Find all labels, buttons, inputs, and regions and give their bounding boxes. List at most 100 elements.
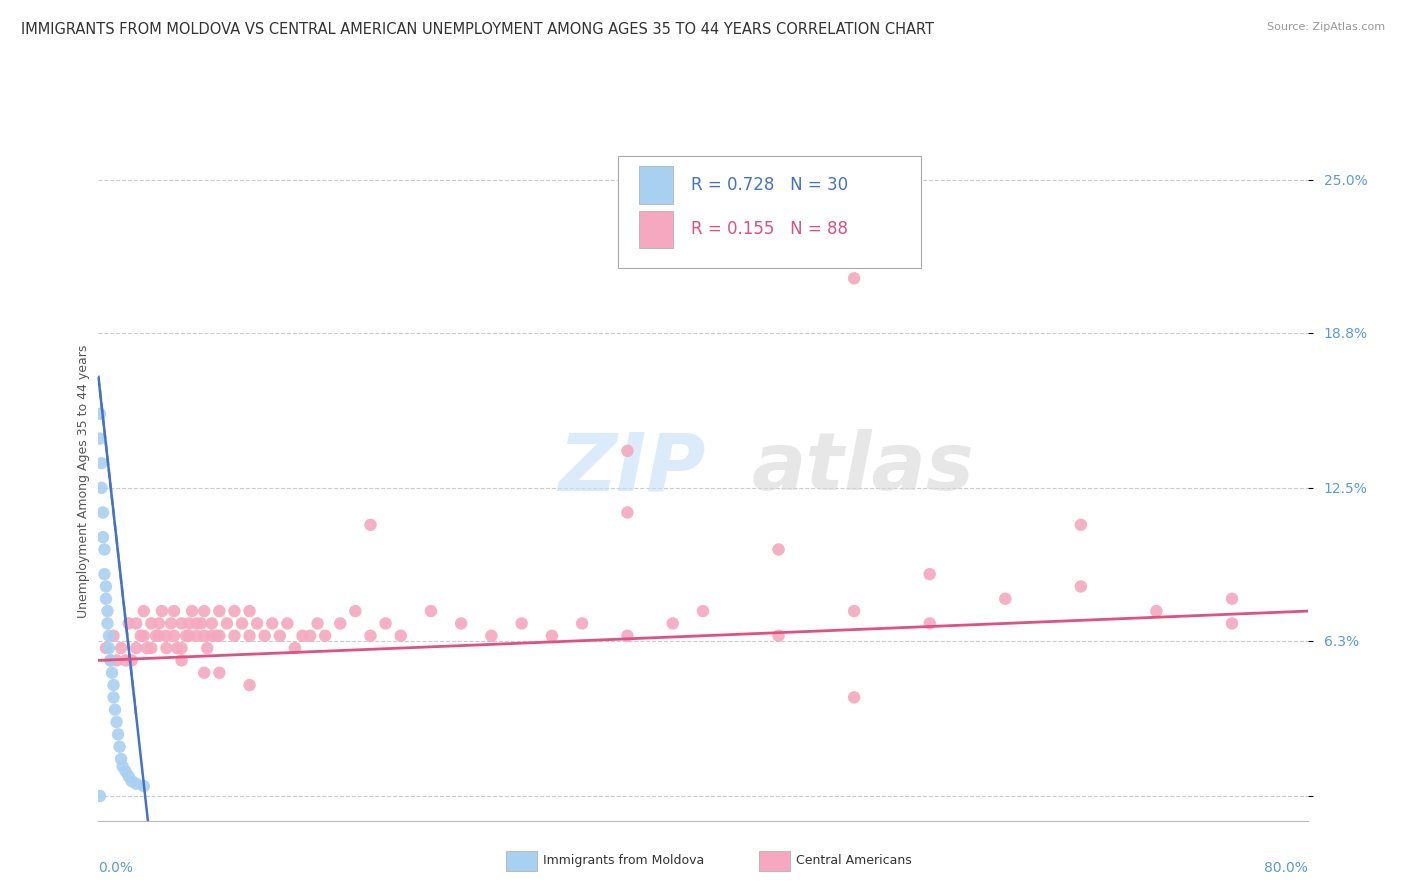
Point	[107, 727, 129, 741]
Point	[181, 604, 204, 618]
Bar	[638, 211, 673, 248]
Point	[193, 629, 215, 643]
Text: Source: ZipAtlas.com: Source: ZipAtlas.com	[1267, 22, 1385, 32]
Point	[118, 769, 141, 783]
Point	[419, 604, 441, 618]
Point	[105, 653, 128, 667]
Point	[121, 653, 143, 667]
Y-axis label: Unemployment Among Ages 35 to 44 years: Unemployment Among Ages 35 to 44 years	[77, 345, 90, 618]
Point	[262, 616, 284, 631]
Point	[844, 690, 866, 705]
Point	[100, 653, 122, 667]
Point	[224, 629, 246, 643]
Point	[118, 616, 141, 631]
Point	[193, 604, 215, 618]
Point	[1070, 579, 1092, 593]
Point	[844, 604, 866, 618]
Point	[1144, 604, 1167, 618]
Point	[104, 703, 127, 717]
Point	[125, 616, 148, 631]
Point	[510, 616, 533, 631]
Point	[105, 714, 128, 729]
Point	[344, 604, 367, 618]
Point	[98, 641, 121, 656]
Point	[103, 690, 125, 705]
Point	[94, 591, 117, 606]
Point	[110, 752, 132, 766]
Point	[101, 665, 124, 680]
Point	[148, 629, 170, 643]
Point	[174, 629, 197, 643]
Point	[108, 739, 131, 754]
Point	[208, 629, 231, 643]
Point	[768, 629, 790, 643]
Point	[141, 616, 163, 631]
Point	[205, 629, 228, 643]
Point	[186, 629, 208, 643]
Text: R = 0.728   N = 30: R = 0.728 N = 30	[690, 176, 848, 194]
Point	[145, 629, 167, 643]
Point	[110, 641, 132, 656]
Point	[125, 777, 148, 791]
Point	[844, 271, 866, 285]
Point	[155, 629, 177, 643]
Point	[291, 629, 314, 643]
Point	[89, 407, 111, 421]
Point	[91, 506, 114, 520]
Point	[114, 764, 136, 779]
Point	[96, 604, 118, 618]
Point	[90, 481, 112, 495]
Point	[170, 616, 193, 631]
Text: Central Americans: Central Americans	[796, 855, 911, 867]
Point	[314, 629, 336, 643]
Point	[93, 542, 115, 557]
Point	[103, 678, 125, 692]
Point	[231, 616, 253, 631]
Point	[239, 604, 262, 618]
Point	[195, 641, 218, 656]
Point	[135, 641, 157, 656]
Text: 80.0%: 80.0%	[1264, 862, 1308, 875]
Point	[918, 616, 941, 631]
Point	[215, 616, 238, 631]
Point	[186, 616, 208, 631]
Point	[150, 604, 173, 618]
FancyBboxPatch shape	[619, 156, 921, 268]
Point	[276, 616, 298, 631]
Point	[661, 616, 683, 631]
Point	[208, 665, 231, 680]
Point	[692, 604, 714, 618]
Point	[163, 604, 186, 618]
Point	[129, 629, 152, 643]
Point	[141, 641, 163, 656]
Point	[389, 629, 412, 643]
Point	[91, 530, 114, 544]
Text: 0.0%: 0.0%	[98, 862, 134, 875]
Point	[360, 517, 382, 532]
Point	[193, 665, 215, 680]
Point	[170, 641, 193, 656]
Point	[132, 604, 155, 618]
Point	[160, 616, 183, 631]
Point	[155, 641, 177, 656]
Point	[121, 774, 143, 789]
Point	[201, 629, 224, 643]
Point	[284, 641, 307, 656]
Point	[103, 629, 125, 643]
Text: R = 0.155   N = 88: R = 0.155 N = 88	[690, 220, 848, 238]
Point	[148, 616, 170, 631]
Point	[201, 616, 224, 631]
Point	[163, 629, 186, 643]
Point	[481, 629, 503, 643]
Text: Immigrants from Moldova: Immigrants from Moldova	[543, 855, 704, 867]
Point	[1220, 591, 1243, 606]
Point	[94, 579, 117, 593]
Point	[111, 759, 134, 773]
Point	[239, 629, 262, 643]
Point	[994, 591, 1017, 606]
Point	[307, 616, 329, 631]
Point	[170, 653, 193, 667]
Text: ZIP: ZIP	[558, 429, 706, 508]
Point	[768, 542, 790, 557]
Point	[224, 604, 246, 618]
